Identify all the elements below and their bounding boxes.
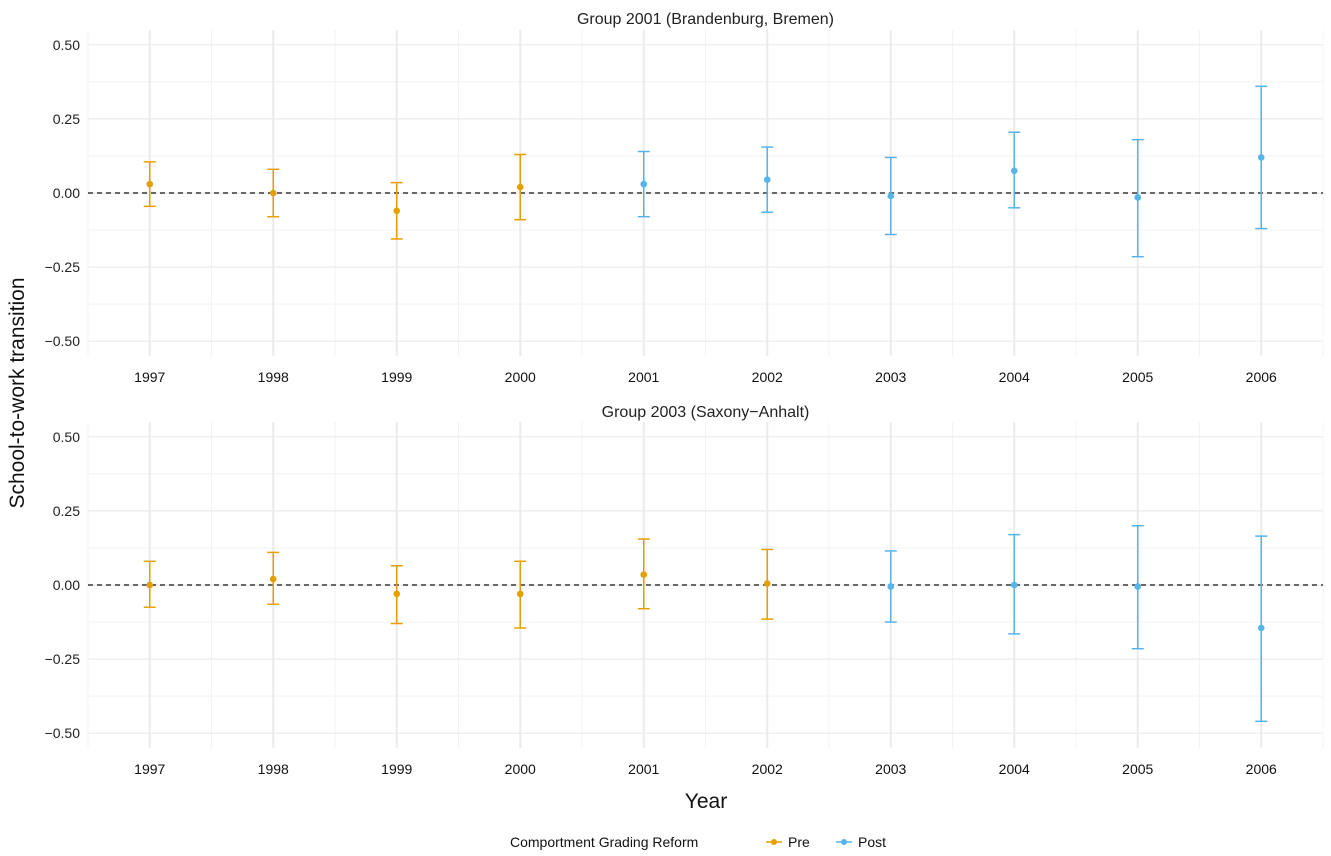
legend-item-pre: Pre bbox=[766, 834, 810, 850]
errorbar-2004 bbox=[1008, 533, 1021, 635]
x-tick-label: 2000 bbox=[505, 369, 536, 385]
x-tick-label: 2005 bbox=[1122, 761, 1153, 777]
data-point bbox=[269, 189, 277, 197]
data-point bbox=[1134, 194, 1142, 201]
legend-item-post: Post bbox=[836, 834, 886, 850]
legend-key-point bbox=[841, 839, 847, 845]
x-tick-label: 2005 bbox=[1122, 369, 1153, 385]
data-point bbox=[1257, 154, 1265, 161]
errorbar-1998 bbox=[267, 168, 280, 218]
errorbar-1997 bbox=[143, 161, 156, 208]
errorbar-2005 bbox=[1131, 524, 1144, 650]
x-tick-label: 1997 bbox=[134, 369, 165, 385]
y-tick-label: 0.00 bbox=[53, 185, 80, 201]
data-point bbox=[1010, 167, 1018, 175]
y-tick-label: 0.50 bbox=[53, 429, 80, 445]
data-point bbox=[640, 180, 648, 188]
data-point bbox=[516, 590, 524, 598]
errorbar-2006 bbox=[1255, 535, 1268, 723]
x-tick-label: 1999 bbox=[381, 761, 412, 777]
errorbar-2001 bbox=[637, 538, 650, 610]
data-point bbox=[887, 192, 895, 200]
x-tick-label: 2006 bbox=[1246, 369, 1277, 385]
data-point bbox=[763, 580, 771, 587]
errorbar-2000 bbox=[514, 560, 527, 629]
x-tick-label: 2003 bbox=[875, 369, 906, 385]
data-point bbox=[887, 583, 895, 590]
panel-title: Group 2001 (Brandenburg, Bremen) bbox=[577, 11, 834, 28]
x-tick-label: 1997 bbox=[134, 761, 165, 777]
x-tick-label: 2004 bbox=[999, 369, 1030, 385]
x-tick-label: 1998 bbox=[258, 761, 289, 777]
y-tick-label: 0.00 bbox=[53, 577, 80, 593]
errorbar-2004 bbox=[1008, 131, 1021, 209]
data-point bbox=[393, 590, 401, 598]
errorbar-2002 bbox=[761, 146, 774, 214]
x-tick-label: 1998 bbox=[258, 369, 289, 385]
y-tick-label: −0.50 bbox=[45, 333, 81, 349]
data-point bbox=[763, 176, 771, 183]
data-point bbox=[269, 575, 277, 583]
errorbar-2003 bbox=[884, 156, 897, 236]
errorbar-2006 bbox=[1255, 85, 1268, 230]
y-tick-label: 0.50 bbox=[53, 37, 80, 53]
panel-title: Group 2003 (Saxony−Anhalt) bbox=[602, 404, 810, 421]
data-point bbox=[146, 581, 154, 589]
data-point bbox=[640, 571, 648, 578]
x-tick-label: 2004 bbox=[999, 761, 1030, 777]
x-tick-label: 1999 bbox=[381, 369, 412, 385]
x-tick-label: 2002 bbox=[752, 761, 783, 777]
errorbar-1999 bbox=[390, 181, 403, 240]
x-tick-label: 2000 bbox=[505, 761, 536, 777]
y-tick-label: 0.25 bbox=[53, 111, 80, 127]
y-tick-label: 0.25 bbox=[53, 503, 80, 519]
legend-key-point bbox=[771, 839, 777, 845]
legend: Comportment Grading Reform Pre Post bbox=[510, 834, 886, 850]
errorbar-2000 bbox=[514, 153, 527, 221]
x-tick-label: 2001 bbox=[628, 369, 659, 385]
x-tick-label: 2003 bbox=[875, 761, 906, 777]
errorbar-2002 bbox=[761, 548, 774, 620]
y-tick-label: −0.25 bbox=[45, 651, 81, 667]
x-tick-label: 2001 bbox=[628, 761, 659, 777]
y-tick-label: −0.25 bbox=[45, 259, 81, 275]
x-tick-label: 2006 bbox=[1246, 761, 1277, 777]
x-axis-title: Year bbox=[685, 790, 727, 813]
x-tick-label: 2002 bbox=[752, 369, 783, 385]
data-point bbox=[146, 180, 154, 188]
errorbar-2001 bbox=[637, 150, 650, 218]
errorbar-1998 bbox=[267, 551, 280, 606]
data-point bbox=[1134, 583, 1142, 590]
legend-title: Comportment Grading Reform bbox=[510, 834, 698, 850]
errorbar-1999 bbox=[390, 564, 403, 625]
panels: −0.50 −0.25 0.00 0.25 0.50 1997 1998 1999 2000 20… bbox=[45, 11, 1324, 777]
legend-label: Post bbox=[858, 834, 886, 850]
y-tick-label: −0.50 bbox=[45, 725, 81, 741]
errorbar-2005 bbox=[1131, 138, 1144, 258]
panel-2: −0.50 −0.25 0.00 0.25 0.50 1997 1998 1999 2000 20… bbox=[45, 404, 1324, 777]
data-point bbox=[1010, 581, 1018, 589]
legend-label: Pre bbox=[788, 834, 810, 850]
data-point bbox=[516, 183, 524, 191]
data-point bbox=[393, 207, 401, 215]
data-point bbox=[1257, 624, 1265, 632]
errorbar-1997 bbox=[143, 560, 156, 608]
errorbar-2003 bbox=[884, 550, 897, 623]
panel-1: −0.50 −0.25 0.00 0.25 0.50 1997 1998 1999 2000 20… bbox=[45, 11, 1324, 385]
y-axis-title: School-to-work transition bbox=[6, 277, 29, 508]
